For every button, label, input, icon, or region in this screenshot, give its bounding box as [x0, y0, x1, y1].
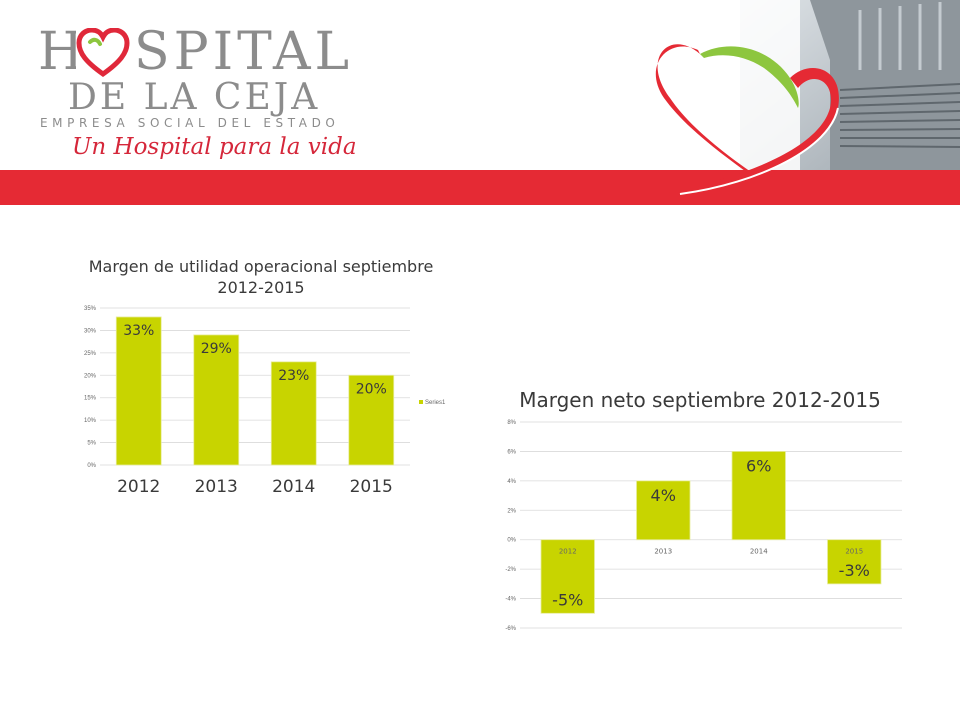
y-tick-label: 30% [84, 328, 97, 334]
chart1-legend: Series1 [419, 400, 446, 406]
y-tick-label: 25% [84, 351, 97, 357]
x-tick-label-2012: 2012 [117, 477, 160, 497]
chart1-title-line1: Margen de utilidad operacional septiembr… [89, 257, 434, 276]
data-label-2015: 20% [356, 381, 387, 397]
bar-2014 [270, 361, 317, 466]
data-label-2013: 29% [201, 341, 232, 357]
chart-net-margin: Margen neto septiembre 2012-2015 -6% -4% -… [505, 388, 902, 632]
hospital-logo: HOSPITAL DE LA CEJA EMPRESA SOCIAL DEL E… [38, 24, 357, 174]
chart1-title-line2: 2012-2015 [217, 278, 304, 297]
y-tick-label: -4% [505, 597, 516, 603]
y-tick-label: -6% [505, 626, 516, 632]
data-label-2013: 4% [651, 486, 676, 505]
x-tick-label-2014: 2014 [272, 477, 315, 497]
x-tick-label-2012: 2012 [559, 548, 577, 556]
bar-2012 [540, 539, 595, 614]
y-tick-label: 4% [507, 479, 516, 485]
chart2-title: Margen neto septiembre 2012-2015 [519, 388, 881, 412]
logo-tagline: Un Hospital para la vida [72, 134, 357, 160]
data-label-2014: 6% [746, 456, 771, 475]
red-band [0, 170, 960, 205]
y-tick-label: 35% [84, 306, 97, 312]
y-tick-label: 8% [507, 420, 516, 426]
y-tick-label: 5% [87, 441, 96, 447]
x-tick-label-2013: 2013 [654, 548, 672, 556]
bar-2013 [636, 480, 691, 541]
x-tick-label-2014: 2014 [750, 548, 768, 556]
chart-operational-margin: Margen de utilidad operacional septiembr… [84, 257, 446, 497]
heart-logo-icon [76, 28, 130, 78]
bar-2014 [731, 451, 786, 541]
bar-2013 [193, 334, 240, 466]
y-tick-label: 15% [84, 396, 97, 402]
y-tick-label: 20% [84, 373, 97, 379]
ribbon-heart-icon [655, 44, 839, 195]
y-tick-label: 6% [507, 449, 516, 455]
logo-subtitle: DE LA CEJA [68, 77, 321, 118]
header-banner: HOSPITAL DE LA CEJA EMPRESA SOCIAL DEL E… [0, 0, 960, 205]
x-tick-label-2015: 2015 [845, 548, 863, 556]
legend-swatch-series1 [419, 400, 423, 404]
x-tick-label-2015: 2015 [350, 477, 393, 497]
data-label-2014: 23% [278, 368, 309, 384]
legend-label-series1: Series1 [425, 400, 446, 406]
y-tick-label: 10% [84, 418, 97, 424]
data-label-2012: -5% [552, 590, 583, 609]
y-tick-label: -2% [505, 567, 516, 573]
y-tick-label: 0% [87, 463, 96, 469]
logo-entity-type: EMPRESA SOCIAL DEL ESTADO [40, 116, 340, 130]
data-label-2015: -3% [839, 561, 870, 580]
bar-2015 [827, 539, 882, 585]
y-tick-label: 2% [507, 508, 516, 514]
bar-2015 [348, 374, 395, 466]
bar-2012 [115, 316, 162, 466]
data-label-2012: 33% [123, 323, 154, 339]
y-tick-label: 0% [507, 538, 516, 544]
x-tick-label-2013: 2013 [195, 477, 238, 497]
